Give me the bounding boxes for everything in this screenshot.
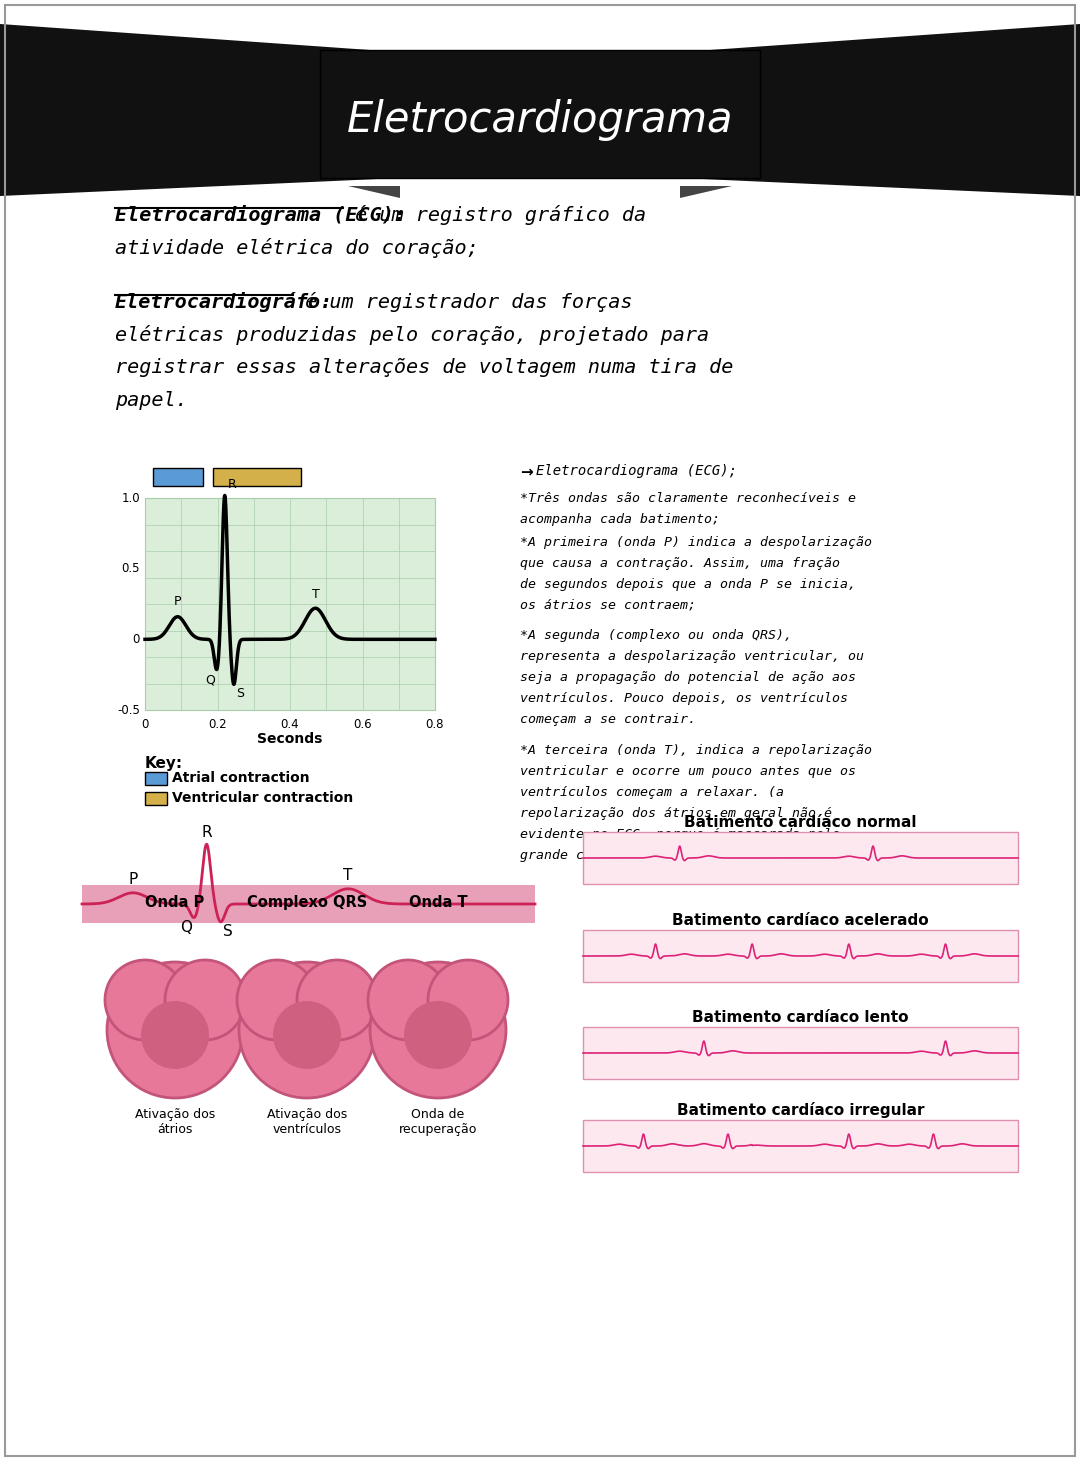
FancyBboxPatch shape	[583, 1027, 1018, 1080]
Text: grande complexo QRS.: grande complexo QRS.	[519, 849, 680, 862]
Text: R: R	[201, 825, 212, 840]
Text: →: →	[519, 465, 532, 479]
Text: é um registro gráfico da: é um registro gráfico da	[343, 205, 646, 225]
Text: Batimento cardíaco irregular: Batimento cardíaco irregular	[677, 1102, 924, 1118]
Text: Ativação dos
átrios: Ativação dos átrios	[135, 1107, 215, 1137]
Text: Eletrocardiograma (ECG):: Eletrocardiograma (ECG):	[114, 205, 406, 225]
Text: T: T	[343, 868, 353, 884]
FancyBboxPatch shape	[583, 931, 1018, 982]
Text: começam a se contrair.: começam a se contrair.	[519, 713, 696, 726]
Text: Onda de
recuperação: Onda de recuperação	[399, 1107, 477, 1137]
Text: de segundos depois que a onda P se inicia,: de segundos depois que a onda P se inici…	[519, 579, 856, 592]
Text: *A segunda (complexo ou onda QRS),: *A segunda (complexo ou onda QRS),	[519, 630, 792, 641]
Text: T: T	[311, 589, 320, 600]
Text: Ventricular contraction: Ventricular contraction	[172, 790, 353, 805]
Text: 0: 0	[133, 633, 140, 646]
Text: P: P	[129, 872, 137, 887]
Text: que causa a contração. Assim, uma fração: que causa a contração. Assim, uma fração	[519, 557, 840, 570]
FancyBboxPatch shape	[145, 792, 167, 805]
Text: ventricular e ocorre um pouco antes que os: ventricular e ocorre um pouco antes que …	[519, 766, 856, 779]
Text: atividade elétrica do coração;: atividade elétrica do coração;	[114, 238, 478, 259]
Text: Ativação dos
ventrículos: Ativação dos ventrículos	[267, 1107, 347, 1137]
Circle shape	[107, 961, 243, 1099]
Polygon shape	[680, 186, 732, 199]
Text: evidente no ECG, porque é mascarada pelo: evidente no ECG, porque é mascarada pelo	[519, 828, 840, 842]
Circle shape	[237, 960, 318, 1040]
FancyBboxPatch shape	[145, 498, 435, 710]
Circle shape	[105, 960, 185, 1040]
Circle shape	[165, 960, 245, 1040]
Circle shape	[404, 1001, 472, 1069]
Text: Eletrocardiograma: Eletrocardiograma	[347, 99, 733, 142]
Text: Batimento cardíaco normal: Batimento cardíaco normal	[685, 815, 917, 830]
Text: ventrículos começam a relaxar. (a: ventrículos começam a relaxar. (a	[519, 786, 784, 799]
Text: seja a propagação do potencial de ação aos: seja a propagação do potencial de ação a…	[519, 671, 856, 684]
Text: *A primeira (onda P) indica a despolarização: *A primeira (onda P) indica a despolariz…	[519, 536, 872, 549]
Polygon shape	[0, 23, 400, 196]
Text: 0.6: 0.6	[353, 717, 372, 730]
Text: R: R	[228, 478, 237, 491]
Circle shape	[273, 1001, 341, 1069]
Circle shape	[239, 961, 375, 1099]
Polygon shape	[348, 186, 400, 199]
Text: S: S	[222, 923, 232, 939]
Text: 0.5: 0.5	[121, 562, 140, 576]
Text: Eletrocardiográfo:: Eletrocardiográfo:	[114, 292, 334, 313]
Circle shape	[368, 960, 448, 1040]
Text: 0.4: 0.4	[281, 717, 299, 730]
Text: Onda P: Onda P	[146, 896, 204, 910]
Text: representa a despolarização ventricular, ou: representa a despolarização ventricular,…	[519, 650, 864, 663]
Circle shape	[297, 960, 377, 1040]
Text: 1.0: 1.0	[121, 491, 140, 504]
Text: Q: Q	[205, 674, 215, 687]
Circle shape	[370, 961, 507, 1099]
Text: Batimento cardíaco lento: Batimento cardíaco lento	[692, 1010, 908, 1026]
Text: *Três ondas são claramente reconhecíveis e: *Três ondas são claramente reconhecíveis…	[519, 492, 856, 506]
Text: repolarização dos átrios em geral não é: repolarização dos átrios em geral não é	[519, 806, 832, 820]
FancyBboxPatch shape	[213, 468, 301, 487]
Text: P: P	[174, 595, 181, 608]
Text: -0.5: -0.5	[117, 704, 140, 716]
Polygon shape	[680, 23, 1080, 196]
Text: acompanha cada batimento;: acompanha cada batimento;	[519, 513, 720, 526]
Text: 0.2: 0.2	[208, 717, 227, 730]
Text: Onda T: Onda T	[408, 896, 468, 910]
Text: Atrial contraction: Atrial contraction	[172, 771, 310, 785]
Text: Eletrocardiograma (ECG);: Eletrocardiograma (ECG);	[536, 465, 737, 478]
Text: papel.: papel.	[114, 392, 188, 411]
Text: ventrículos. Pouco depois, os ventrículos: ventrículos. Pouco depois, os ventrículo…	[519, 693, 848, 706]
FancyBboxPatch shape	[583, 831, 1018, 884]
Text: 0: 0	[141, 717, 149, 730]
Text: os átrios se contraem;: os átrios se contraem;	[519, 599, 696, 612]
Text: Batimento cardíaco acelerado: Batimento cardíaco acelerado	[672, 913, 929, 928]
FancyBboxPatch shape	[583, 1121, 1018, 1172]
Text: S: S	[235, 687, 244, 700]
Text: Key:: Key:	[145, 755, 184, 771]
Text: Complexo QRS: Complexo QRS	[247, 896, 367, 910]
FancyBboxPatch shape	[145, 771, 167, 785]
Text: elétricas produzidas pelo coração, projetado para: elétricas produzidas pelo coração, proje…	[114, 324, 710, 345]
FancyBboxPatch shape	[82, 885, 535, 923]
Text: é um registrador das forças: é um registrador das forças	[293, 292, 633, 313]
FancyBboxPatch shape	[320, 50, 760, 178]
Text: *A terceira (onda T), indica a repolarização: *A terceira (onda T), indica a repolariz…	[519, 744, 872, 757]
Circle shape	[141, 1001, 210, 1069]
Circle shape	[428, 960, 508, 1040]
Text: 0.8: 0.8	[426, 717, 444, 730]
FancyBboxPatch shape	[153, 468, 203, 487]
Text: Seconds: Seconds	[257, 732, 323, 747]
Text: registrar essas alterações de voltagem numa tira de: registrar essas alterações de voltagem n…	[114, 358, 733, 377]
Text: Q: Q	[180, 920, 192, 935]
